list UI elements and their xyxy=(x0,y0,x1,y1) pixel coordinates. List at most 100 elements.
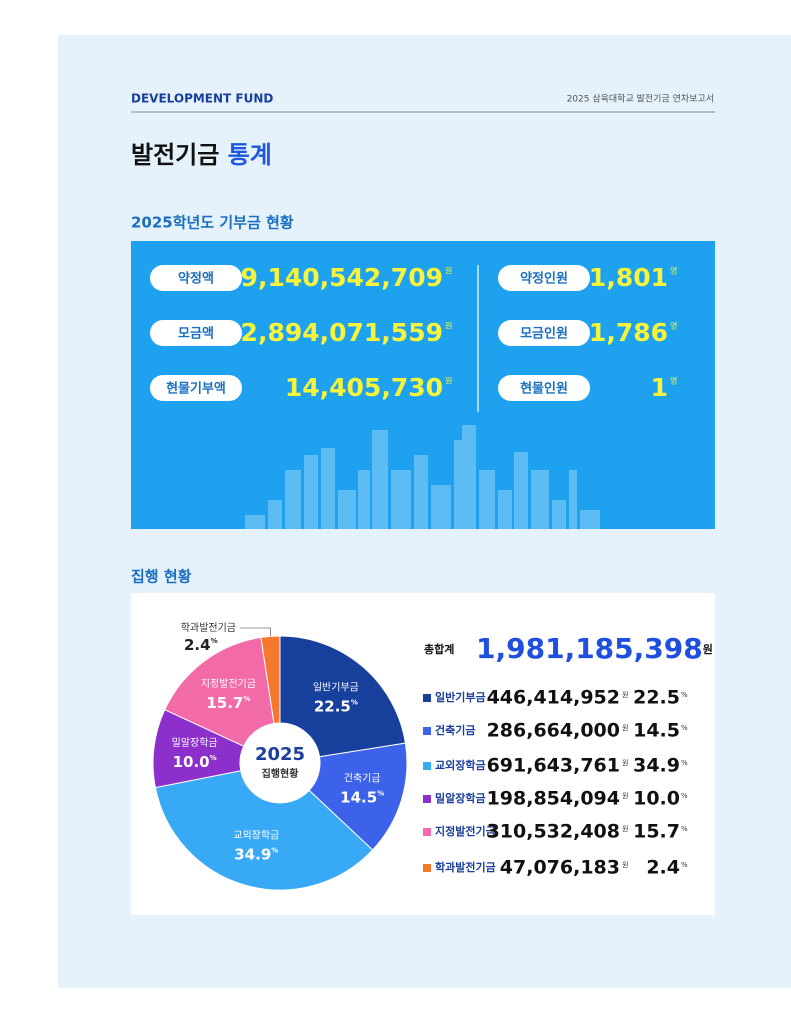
row-value: 1 xyxy=(651,373,668,402)
row-unit: 원 xyxy=(445,377,452,386)
row-label: 약정인원 xyxy=(520,271,568,287)
label-pill xyxy=(150,375,242,401)
legend-amount-unit: 원 xyxy=(622,791,628,800)
legend-amount: 691,643,761 xyxy=(487,755,620,777)
slice-percent: 34.9% xyxy=(234,845,278,863)
slice-name: 지정발전기금 xyxy=(201,678,256,690)
legend-amount: 47,076,183 xyxy=(500,857,620,879)
slice-percent: 15.7% xyxy=(206,694,250,712)
row-value: 2,894,071,559 xyxy=(241,318,443,347)
legend-amount: 446,414,952 xyxy=(487,687,620,709)
donut-slice xyxy=(279,635,407,758)
title-highlight: 통계 xyxy=(228,141,272,169)
center-subtitle: 집행현황 xyxy=(262,767,300,780)
slice-percent: 14.5% xyxy=(340,788,384,806)
percent-unit: % xyxy=(271,847,278,855)
row-label: 약정액 xyxy=(178,271,214,287)
percent-unit: % xyxy=(211,637,218,645)
percent-value: 2.4 xyxy=(184,636,211,654)
legend-percent-unit: % xyxy=(681,825,688,833)
percent-unit: % xyxy=(210,754,217,762)
row-label: 현물인원 xyxy=(520,381,568,397)
row-unit: 명 xyxy=(670,321,677,331)
section-heading: 2025학년도 기부금 현황 xyxy=(131,214,294,232)
slice-name: 학과발전기금 xyxy=(181,622,236,634)
label-pill xyxy=(498,375,590,401)
row-value: 14,405,730 xyxy=(285,373,443,402)
row-label: 모금인원 xyxy=(520,326,568,342)
row-unit: 명 xyxy=(670,266,677,276)
legend-amount-unit: 원 xyxy=(622,690,628,699)
legend-percent-unit: % xyxy=(681,724,688,732)
legend-name: 일반기부금 xyxy=(435,690,486,704)
legend-percent: 15.7 xyxy=(633,821,680,843)
slice-percent: 2.4% xyxy=(184,636,218,654)
legend-percent: 10.0 xyxy=(633,788,680,810)
slice-name: 교외장학금 xyxy=(233,830,279,842)
header-publication: 2025 삼육대학교 발전기금 연차보고서 xyxy=(567,93,714,105)
legend-percent-unit: % xyxy=(681,861,688,869)
legend-percent-unit: % xyxy=(681,691,688,699)
percent-value: 10.0 xyxy=(173,752,210,770)
legend-swatch xyxy=(423,727,431,735)
legend-name: 건축기금 xyxy=(435,723,475,737)
donut-slice xyxy=(164,636,275,747)
legend-percent-unit: % xyxy=(681,759,688,767)
legend-percent: 34.9 xyxy=(633,755,680,777)
legend-percent: 2.4 xyxy=(646,857,680,879)
label-pill xyxy=(150,320,242,346)
donut-slice xyxy=(308,742,408,851)
legend-name: 지정발전기금 xyxy=(435,824,496,838)
legend-name: 학과발전기금 xyxy=(435,860,496,874)
legend-amount: 198,854,094 xyxy=(487,788,620,810)
legend-swatch xyxy=(423,864,431,872)
row-value: 9,140,542,709 xyxy=(241,263,443,292)
row-label: 현물기부액 xyxy=(166,381,226,397)
row-label: 모금액 xyxy=(178,327,214,342)
title-main: 발전기금 xyxy=(131,141,219,169)
slice-name: 밀알장학금 xyxy=(172,737,218,749)
label-pill xyxy=(498,320,590,346)
percent-value: 34.9 xyxy=(234,845,271,863)
row-unit: 원 xyxy=(445,322,452,331)
row-unit: 원 xyxy=(445,267,452,276)
header-section: DEVELOPMENT FUND xyxy=(131,92,273,106)
row-unit: 명 xyxy=(670,376,677,386)
slice-name: 건축기금 xyxy=(344,772,381,784)
legend-amount-unit: 원 xyxy=(622,860,628,869)
slice-percent: 22.5% xyxy=(314,697,358,715)
percent-value: 22.5 xyxy=(314,697,351,715)
legend-percent: 14.5 xyxy=(633,720,680,742)
total-value: 1,981,185,398원 xyxy=(476,632,713,665)
total-unit: 원 xyxy=(703,642,713,656)
legend-amount: 286,664,000 xyxy=(487,720,620,742)
legend-percent: 22.5 xyxy=(633,687,680,709)
total-number: 1,981,185,398 xyxy=(476,632,703,665)
legend-name: 교외장학금 xyxy=(435,758,486,772)
row-value: 1,786 xyxy=(589,318,668,347)
legend-amount-unit: 원 xyxy=(622,758,628,767)
percent-value: 14.5 xyxy=(340,788,377,806)
legend-swatch xyxy=(423,762,431,770)
slice-percent: 10.0% xyxy=(173,752,217,770)
legend-amount-unit: 원 xyxy=(622,723,628,732)
label-pill xyxy=(150,265,242,291)
legend-percent-unit: % xyxy=(681,792,688,800)
legend-amount: 310,532,408 xyxy=(487,821,620,843)
slice-name: 일반기부금 xyxy=(313,682,359,694)
donut-slice xyxy=(260,635,281,725)
percent-value: 15.7 xyxy=(206,694,243,712)
legend-swatch xyxy=(423,795,431,803)
center-title: 2025 xyxy=(255,744,305,765)
row-value: 1,801 xyxy=(589,263,668,292)
percent-unit: % xyxy=(377,789,384,797)
leader-line xyxy=(240,627,271,637)
donut-slice xyxy=(154,770,374,891)
legend-name: 밀알장학금 xyxy=(435,791,486,805)
label-pill xyxy=(498,265,590,291)
page-title: 발전기금 통계 xyxy=(131,141,272,169)
section-heading: 집행 현황 xyxy=(131,568,192,586)
percent-unit: % xyxy=(243,695,250,703)
